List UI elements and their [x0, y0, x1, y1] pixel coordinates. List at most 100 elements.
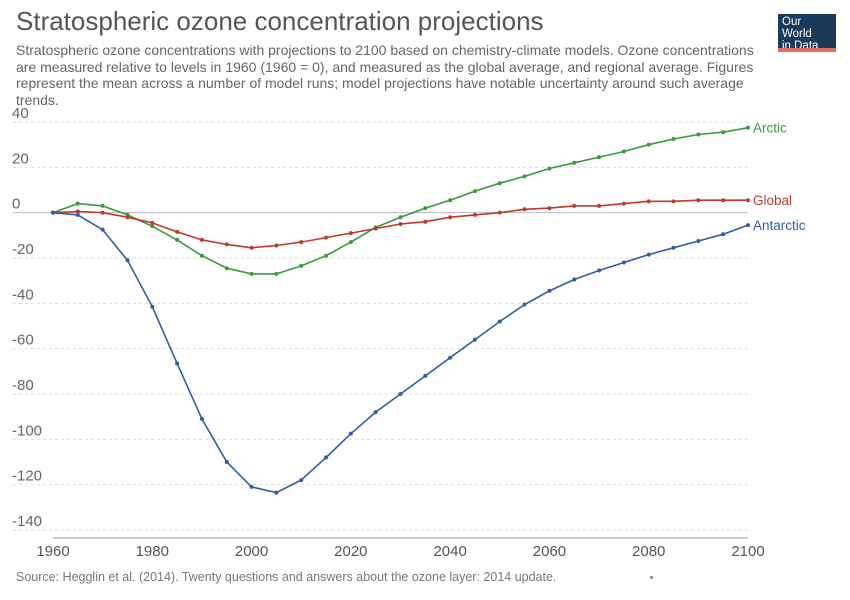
- data-point-arctic: [299, 263, 304, 268]
- y-tick-label: -40: [12, 286, 34, 303]
- data-point-global: [497, 210, 502, 215]
- data-point-global: [696, 198, 701, 203]
- data-point-global: [746, 198, 750, 203]
- data-point-antarctic: [472, 337, 477, 342]
- y-tick-label: -100: [12, 422, 42, 439]
- data-point-global: [249, 245, 254, 250]
- data-point-arctic: [348, 240, 353, 245]
- y-tick-label: -60: [12, 332, 34, 349]
- data-point-antarctic: [671, 245, 676, 250]
- data-point-arctic: [199, 253, 204, 258]
- data-point-global: [547, 206, 552, 211]
- data-point-arctic: [423, 206, 428, 211]
- data-point-antarctic: [224, 460, 229, 464]
- data-point-antarctic: [547, 288, 552, 293]
- x-tick-label: 1980: [136, 543, 169, 560]
- data-point-global: [423, 219, 428, 224]
- data-point-antarctic: [348, 431, 353, 436]
- owid-logo[interactable]: Our World in Data: [778, 14, 836, 52]
- x-tick-label: 2080: [632, 543, 665, 560]
- data-point-global: [597, 203, 602, 208]
- data-point-antarctic: [150, 304, 155, 309]
- data-point-antarctic: [75, 212, 80, 217]
- data-point-global: [150, 220, 155, 225]
- data-point-global: [324, 235, 329, 240]
- data-point-global: [472, 212, 477, 217]
- data-point-antarctic: [299, 478, 304, 483]
- data-point-antarctic: [572, 277, 577, 282]
- data-point-antarctic: [423, 373, 428, 378]
- data-point-global: [175, 229, 180, 234]
- data-point-arctic: [224, 266, 229, 271]
- chart-subtitle: Stratospheric ozone concentrations with …: [16, 42, 754, 108]
- chart-title: Stratospheric ozone concentration projec…: [16, 6, 544, 36]
- data-point-antarctic: [274, 490, 279, 495]
- data-point-global: [100, 210, 105, 215]
- data-point-antarctic: [199, 416, 204, 421]
- data-point-antarctic: [646, 252, 651, 257]
- x-tick-label: 1960: [36, 543, 69, 560]
- series-line-antarctic: [52, 211, 749, 494]
- data-point-global: [75, 209, 80, 214]
- x-tick-label: 2100: [731, 543, 764, 560]
- data-point-antarctic: [125, 258, 130, 263]
- data-point-global: [572, 203, 577, 208]
- data-point-global: [522, 207, 527, 212]
- data-point-arctic: [324, 253, 329, 258]
- series-line-arctic: [52, 126, 749, 275]
- data-point-antarctic: [398, 392, 403, 396]
- data-point-antarctic: [696, 239, 701, 243]
- data-point-arctic: [75, 201, 80, 206]
- data-point-arctic: [472, 189, 477, 194]
- data-point-global: [199, 237, 204, 242]
- data-point-antarctic: [497, 319, 502, 324]
- data-point-arctic: [671, 137, 676, 141]
- data-point-arctic: [398, 215, 403, 220]
- data-point-antarctic: [100, 227, 105, 232]
- y-tick-label: -120: [12, 468, 42, 485]
- data-point-antarctic: [597, 268, 602, 273]
- x-tick-label: 2020: [334, 543, 367, 560]
- data-point-global: [646, 199, 651, 204]
- data-point-antarctic: [621, 260, 626, 265]
- logo-line-1: Our World: [782, 16, 812, 40]
- data-point-arctic: [100, 203, 105, 208]
- data-point-arctic: [497, 181, 502, 186]
- data-point-arctic: [721, 130, 726, 135]
- series-label-global: Global: [753, 193, 792, 208]
- data-point-antarctic: [746, 223, 750, 228]
- data-point-global: [125, 215, 130, 220]
- data-point-antarctic: [373, 410, 378, 415]
- data-point-arctic: [448, 198, 453, 203]
- data-point-arctic: [175, 237, 180, 242]
- data-point-global: [398, 222, 403, 226]
- series-label-arctic: Arctic: [753, 121, 787, 136]
- data-point-arctic: [150, 224, 155, 229]
- data-point-global: [621, 201, 626, 206]
- decorative-dot: [650, 576, 653, 579]
- data-point-global: [721, 198, 726, 203]
- data-point-antarctic: [324, 455, 329, 460]
- data-point-arctic: [547, 166, 552, 171]
- data-point-arctic: [522, 174, 527, 179]
- data-point-arctic: [597, 155, 602, 160]
- data-point-antarctic: [175, 361, 180, 366]
- data-point-global: [373, 226, 378, 231]
- data-point-global: [348, 231, 353, 236]
- y-tick-label: -140: [12, 513, 42, 530]
- data-point-arctic: [746, 125, 750, 130]
- data-point-global: [671, 199, 676, 204]
- data-point-antarctic: [721, 232, 726, 237]
- data-point-antarctic: [448, 355, 453, 360]
- x-tick-label: 2000: [235, 543, 268, 560]
- data-point-antarctic: [51, 210, 55, 215]
- y-tick-label: -80: [12, 377, 34, 394]
- data-point-arctic: [274, 271, 279, 276]
- data-point-antarctic: [249, 484, 254, 489]
- data-point-global: [274, 243, 279, 248]
- data-point-arctic: [249, 271, 254, 276]
- y-tick-label: 0: [12, 196, 20, 213]
- data-point-global: [224, 242, 229, 247]
- data-point-arctic: [696, 132, 701, 137]
